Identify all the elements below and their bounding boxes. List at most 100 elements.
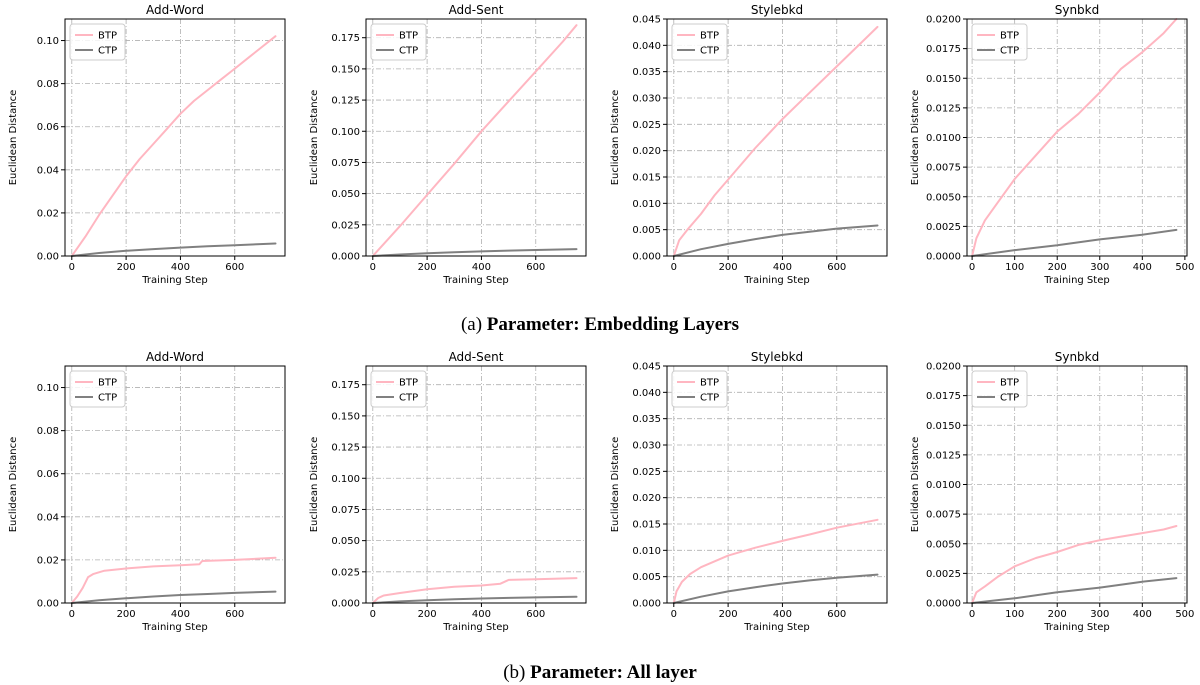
y-tick-label: 0.020 xyxy=(632,146,661,157)
caption-top-prefix: (a) xyxy=(460,314,483,335)
x-tick-label: 300 xyxy=(1090,609,1109,620)
plot-frame xyxy=(64,18,286,257)
y-tick-label: 0.00 xyxy=(37,599,59,610)
y-tick-label: 0.06 xyxy=(37,122,59,133)
y-axis-label: Euclidean Distance xyxy=(610,90,621,186)
x-axis-label: Training Step xyxy=(141,622,207,633)
y-tick-label: 0.0125 xyxy=(926,450,961,461)
y-tick-label: 0.040 xyxy=(632,388,661,399)
x-tick-label: 200 xyxy=(719,262,738,273)
plot-frame xyxy=(365,365,587,604)
chart-title: Synbkd xyxy=(1055,350,1100,364)
chart-title: Add-Word xyxy=(146,3,204,17)
y-tick-label: 0.050 xyxy=(331,536,360,547)
legend-label-btp: BTP xyxy=(700,31,719,42)
x-axis-label: Training Step xyxy=(141,275,207,286)
plot-frame xyxy=(666,365,888,604)
y-tick-label: 0.0150 xyxy=(926,421,961,432)
x-tick-label: 600 xyxy=(225,609,244,620)
x-tick-label: 200 xyxy=(1048,262,1067,273)
y-axis-label: Euclidean Distance xyxy=(309,90,320,186)
legend-label-ctp: CTP xyxy=(399,393,418,404)
legend-label-ctp: CTP xyxy=(700,46,719,57)
y-tick-label: 0.150 xyxy=(331,411,360,422)
y-tick-label: 0.050 xyxy=(331,189,360,200)
y-axis-label: Euclidean Distance xyxy=(910,437,921,533)
chart-panel: Add-Sent 0 200 400 600 0.000 0.025 0.050 0.075 0.… xyxy=(309,3,587,286)
x-tick-label: 400 xyxy=(773,262,792,273)
plot-frame xyxy=(64,365,286,604)
y-tick-label: 0.040 xyxy=(632,41,661,52)
x-tick-label: 400 xyxy=(472,262,491,273)
x-tick-label: 400 xyxy=(1133,609,1152,620)
x-tick-label: 600 xyxy=(827,262,846,273)
chart-title: Add-Sent xyxy=(449,3,504,17)
y-tick-label: 0.0100 xyxy=(926,133,961,144)
y-axis-label: Euclidean Distance xyxy=(309,437,320,533)
x-tick-label: 400 xyxy=(1133,262,1152,273)
x-tick-label: 0 xyxy=(969,609,975,620)
y-tick-label: 0.0025 xyxy=(926,222,961,233)
legend-label-ctp: CTP xyxy=(1000,393,1019,404)
y-tick-label: 0.100 xyxy=(331,127,360,138)
legend: BTP CTP xyxy=(69,370,126,408)
y-tick-label: 0.0075 xyxy=(926,163,961,174)
y-axis-label: Euclidean Distance xyxy=(910,90,921,186)
chart-title: Synbkd xyxy=(1055,3,1100,17)
legend: BTP CTP xyxy=(69,23,126,61)
x-tick-label: 400 xyxy=(472,609,491,620)
legend-label-btp: BTP xyxy=(399,31,418,42)
y-tick-label: 0.005 xyxy=(632,572,661,583)
x-tick-label: 500 xyxy=(1175,609,1194,620)
chart-panel: Synbkd 0 100 200 300 400 500 0.0000 0.0025 0.0050… xyxy=(910,3,1194,286)
series-line-btp xyxy=(672,25,879,257)
chart-panel: Stylebkd 0 200 400 600 0.000 0.005 0.010 0.015 0.… xyxy=(610,3,888,286)
y-tick-label: 0.0200 xyxy=(926,362,961,373)
x-axis-label: Training Step xyxy=(743,622,809,633)
legend: BTP CTP xyxy=(370,370,427,408)
y-tick-label: 0.015 xyxy=(632,173,661,184)
legend: BTP CTP xyxy=(671,23,728,61)
x-axis-label: Training Step xyxy=(1043,622,1109,633)
y-tick-label: 0.030 xyxy=(632,441,661,452)
y-tick-label: 0.02 xyxy=(37,555,59,566)
x-tick-label: 500 xyxy=(1175,262,1194,273)
y-tick-label: 0.025 xyxy=(331,220,360,231)
x-tick-label: 600 xyxy=(827,609,846,620)
legend: BTP CTP xyxy=(971,370,1028,408)
x-tick-label: 200 xyxy=(1048,609,1067,620)
y-axis-label: Euclidean Distance xyxy=(610,437,621,533)
x-tick-label: 0 xyxy=(69,609,75,620)
series-line-btp xyxy=(70,556,277,604)
series-line-ctp xyxy=(371,595,578,604)
series-line-ctp xyxy=(971,228,1178,257)
y-tick-label: 0.02 xyxy=(37,208,59,219)
x-tick-label: 0 xyxy=(969,262,975,273)
y-axis-label: Euclidean Distance xyxy=(8,90,19,186)
x-tick-label: 100 xyxy=(1005,609,1024,620)
y-tick-label: 0.0050 xyxy=(926,539,961,550)
y-tick-label: 0.125 xyxy=(331,96,360,107)
series-line-btp xyxy=(971,18,1178,257)
series-line-btp xyxy=(371,577,578,604)
y-tick-label: 0.00 xyxy=(37,252,59,263)
y-tick-label: 0.025 xyxy=(632,120,661,131)
series-line-ctp xyxy=(70,242,277,257)
x-tick-label: 0 xyxy=(69,262,75,273)
caption-bottom: (b) Parameter: All layer xyxy=(0,662,1200,684)
x-tick-label: 600 xyxy=(526,262,545,273)
y-tick-label: 0.0150 xyxy=(926,74,961,85)
y-tick-label: 0.000 xyxy=(331,599,360,610)
series-line-ctp xyxy=(371,248,578,257)
x-tick-label: 0 xyxy=(671,262,677,273)
x-tick-label: 200 xyxy=(117,262,136,273)
x-tick-label: 0 xyxy=(370,609,376,620)
y-tick-label: 0.0125 xyxy=(926,103,961,114)
x-tick-label: 600 xyxy=(225,262,244,273)
chart-title: Add-Word xyxy=(146,350,204,364)
series-line-ctp xyxy=(70,590,277,604)
y-tick-label: 0.010 xyxy=(632,199,661,210)
y-tick-label: 0.075 xyxy=(331,158,360,169)
x-axis-label: Training Step xyxy=(743,275,809,286)
